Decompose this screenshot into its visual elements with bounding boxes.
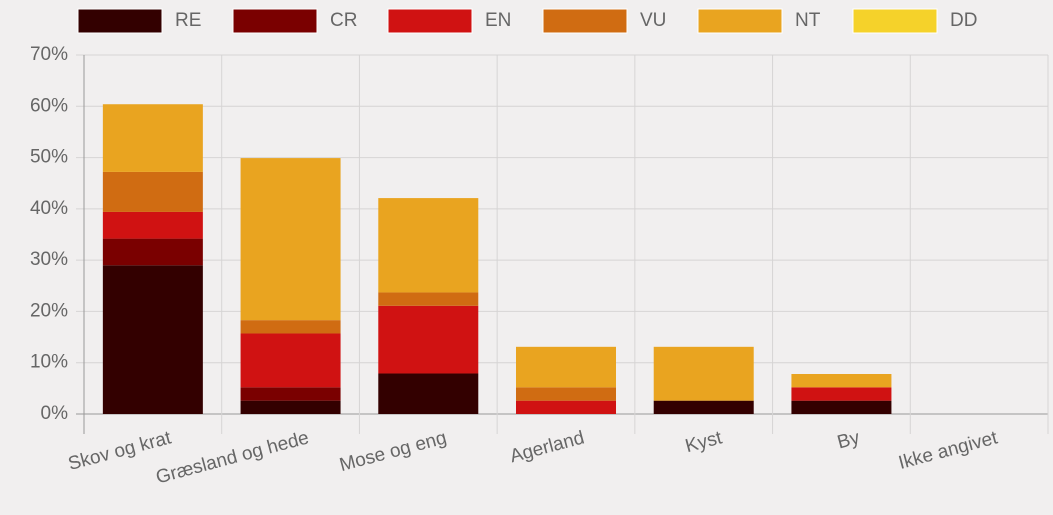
bar-segment [102, 104, 203, 172]
legend-swatch [542, 8, 628, 34]
bar-segment [378, 198, 479, 293]
legend-swatch [387, 8, 473, 34]
bar-segment [102, 211, 203, 239]
x-tick-label: Græsland og hede [154, 427, 311, 488]
bar-segment [791, 387, 892, 401]
x-tick-label: Agerland [508, 427, 587, 467]
y-tick-label: 30% [30, 249, 68, 270]
bar-segment [653, 400, 754, 414]
bar-segment [378, 305, 479, 374]
x-tick-label: Kyst [683, 427, 725, 457]
bar-segment [378, 373, 479, 414]
bar-segment [516, 387, 616, 401]
legend-label: VU [640, 10, 666, 31]
y-tick-label: 10% [30, 352, 68, 373]
bar-segment [791, 400, 892, 414]
bar-segment [240, 333, 341, 388]
legend-swatch [232, 8, 318, 34]
x-tick-label: Ikke angivet [896, 427, 1000, 474]
bar-segment [791, 373, 892, 388]
legend-label: RE [175, 10, 201, 31]
bar-segment [102, 265, 203, 414]
legend-label: NT [795, 10, 821, 31]
legend-label: EN [485, 10, 511, 31]
bar-segment [240, 387, 341, 401]
y-tick-label: 40% [30, 198, 68, 219]
y-tick-label: 60% [30, 95, 68, 116]
y-tick-label: 0% [41, 403, 69, 424]
x-tick-label: Mose og eng [337, 427, 449, 476]
y-tick-label: 70% [30, 44, 68, 65]
bar-segment [516, 346, 616, 388]
legend-swatch [77, 8, 163, 34]
bar-segment [102, 171, 203, 212]
legend-label: DD [950, 10, 977, 31]
bar-segment [378, 292, 479, 306]
y-tick-label: 50% [30, 147, 68, 168]
y-tick-label: 20% [30, 300, 68, 321]
legend-swatch [852, 8, 938, 34]
bar-segment [516, 400, 616, 414]
bar-segment [653, 346, 754, 401]
x-tick-label: By [835, 427, 862, 453]
bar-segment [102, 238, 203, 266]
legend-label: CR [330, 10, 357, 31]
bar-segment [240, 400, 341, 414]
bar-segment [240, 320, 341, 334]
bar-segment [240, 158, 341, 321]
legend-swatch [697, 8, 783, 34]
